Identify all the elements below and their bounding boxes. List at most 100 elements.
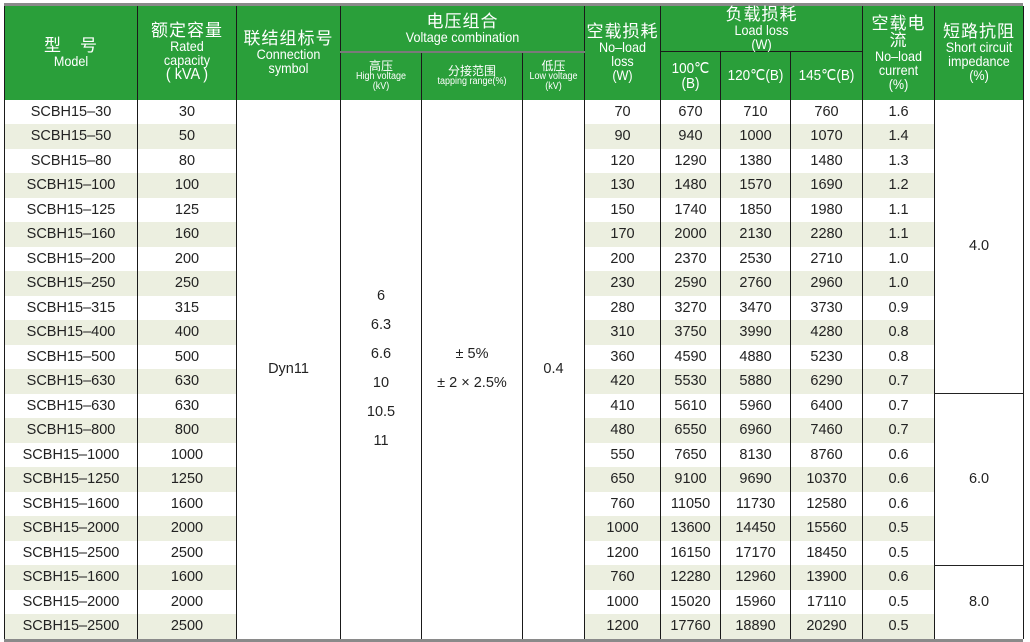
capacity-cell: 160 <box>137 222 237 247</box>
noload-loss-cell: 280 <box>584 295 662 320</box>
load-loss-100-cell: 670 <box>660 99 722 124</box>
noload-loss-cell: 550 <box>584 442 662 467</box>
load-loss-100-cell: 6550 <box>660 418 722 443</box>
table-row: SCBH15–2000 2000 1000 15020 15960 17110 0.5 <box>4 589 1024 614</box>
load-loss-120-cell: 17170 <box>720 540 792 565</box>
capacity-cell: 2000 <box>137 589 237 614</box>
load-loss-120-cell: 5880 <box>720 369 792 394</box>
header-noload-current: 空载电流 No–load current (%) <box>862 6 936 100</box>
capacity-cell: 315 <box>137 295 237 320</box>
load-loss-120-cell: 1850 <box>720 197 792 222</box>
model-cell: SCBH15–1250 <box>4 467 138 492</box>
load-loss-120-cell: 4880 <box>720 344 792 369</box>
load-loss-145-cell: 1980 <box>790 197 864 222</box>
noload-current-cell: 0.7 <box>862 393 936 418</box>
noload-loss-cell: 1200 <box>584 614 662 639</box>
impedance-cell: 8.0 <box>934 565 1025 639</box>
tap-cell: ± 5% ± 2 × 2.5% <box>421 99 523 639</box>
load-loss-100-cell: 2370 <box>660 246 722 271</box>
noload-current-cell: 0.7 <box>862 369 936 394</box>
capacity-cell: 630 <box>137 393 237 418</box>
load-loss-145-cell: 12580 <box>790 491 864 516</box>
load-loss-100-cell: 2590 <box>660 271 722 296</box>
spec-table: 型 号 Model 额定容量 Rated capacity( kVA ) 联结组标号 C… <box>4 6 1025 639</box>
table-row: SCBH15–400 400 310 3750 3990 4280 0.8 <box>4 320 1024 345</box>
bottom-rule <box>4 638 1023 642</box>
noload-current-cell: 1.6 <box>862 99 936 124</box>
header-hv: 高压 High voltage (kV) <box>340 50 422 100</box>
table-row: SCBH15–800 800 480 6550 6960 7460 0.7 <box>4 418 1024 443</box>
noload-loss-cell: 150 <box>584 197 662 222</box>
load-loss-120-cell: 2760 <box>720 271 792 296</box>
capacity-cell: 1250 <box>137 467 237 492</box>
model-cell: SCBH15–1600 <box>4 565 138 590</box>
noload-current-cell: 1.0 <box>862 271 936 296</box>
load-loss-145-cell: 15560 <box>790 516 864 541</box>
table-row: SCBH15–2000 2000 1000 13600 14450 15560 0.5 <box>4 516 1024 541</box>
load-loss-100-cell: 13600 <box>660 516 722 541</box>
capacity-cell: 1000 <box>137 442 237 467</box>
model-cell: SCBH15–630 <box>4 393 138 418</box>
hv-value: 10 <box>372 375 390 391</box>
load-loss-100-cell: 16150 <box>660 540 722 565</box>
capacity-cell: 30 <box>137 99 237 124</box>
header-load-loss: 负载损耗 Load loss (W) <box>660 6 864 52</box>
noload-loss-cell: 760 <box>584 565 662 590</box>
load-loss-145-cell: 1480 <box>790 148 864 173</box>
header-lv: 低压 Low voltage (kV) <box>521 50 586 100</box>
load-loss-100-cell: 7650 <box>660 442 722 467</box>
load-loss-100-cell: 2000 <box>660 222 722 247</box>
table-row: SCBH15–2500 2500 1200 17760 18890 20290 0.5 <box>4 614 1024 639</box>
load-loss-100-cell: 3750 <box>660 320 722 345</box>
noload-loss-cell: 310 <box>584 320 662 345</box>
load-loss-145-cell: 2960 <box>790 271 864 296</box>
noload-loss-cell: 480 <box>584 418 662 443</box>
noload-loss-cell: 650 <box>584 467 662 492</box>
model-cell: SCBH15–400 <box>4 320 138 345</box>
top-rule <box>4 3 1023 6</box>
load-loss-145-cell: 10370 <box>790 467 864 492</box>
noload-loss-cell: 1200 <box>584 540 662 565</box>
model-cell: SCBH15–200 <box>4 246 138 271</box>
noload-current-cell: 0.8 <box>862 320 936 345</box>
noload-loss-cell: 200 <box>584 246 662 271</box>
header-voltage: 电压组合 Voltage combination <box>339 6 586 52</box>
capacity-cell: 200 <box>137 246 237 271</box>
model-cell: SCBH15–1600 <box>4 491 138 516</box>
capacity-cell: 125 <box>137 197 237 222</box>
load-loss-145-cell: 2280 <box>790 222 864 247</box>
header-impedance: 短路抗阻 Short circuit impedance (%) <box>934 6 1025 100</box>
capacity-cell: 2500 <box>137 614 237 639</box>
load-loss-145-cell: 18450 <box>790 540 864 565</box>
spec-table-container: 型 号 Model 额定容量 Rated capacity( kVA ) 联结组标号 C… <box>4 3 1025 642</box>
model-cell: SCBH15–2500 <box>4 540 138 565</box>
table-row: SCBH15–125 125 150 1740 1850 1980 1.1 <box>4 197 1024 222</box>
model-cell: SCBH15–30 <box>4 99 138 124</box>
table-row: SCBH15–50 50 90 940 1000 1070 1.4 <box>4 124 1024 149</box>
load-loss-120-cell: 1570 <box>720 173 792 198</box>
model-cell: SCBH15–1000 <box>4 442 138 467</box>
table-row: SCBH15–630 630 420 5530 5880 6290 0.7 <box>4 369 1024 394</box>
load-loss-120-cell: 14450 <box>720 516 792 541</box>
capacity-cell: 50 <box>137 124 237 149</box>
noload-current-cell: 0.5 <box>862 614 936 639</box>
noload-loss-cell: 360 <box>584 344 662 369</box>
capacity-cell: 2500 <box>137 540 237 565</box>
table-row: SCBH15–315 315 280 3270 3470 3730 0.9 <box>4 295 1024 320</box>
load-loss-145-cell: 5230 <box>790 344 864 369</box>
capacity-cell: 250 <box>137 271 237 296</box>
noload-loss-cell: 120 <box>584 148 662 173</box>
noload-loss-cell: 420 <box>584 369 662 394</box>
model-cell: SCBH15–315 <box>4 295 138 320</box>
header-capacity: 额定容量 Rated capacity( kVA ) <box>137 6 237 100</box>
noload-current-cell: 0.6 <box>862 565 936 590</box>
load-loss-145-cell: 760 <box>790 99 864 124</box>
load-loss-100-cell: 3270 <box>660 295 722 320</box>
load-loss-145-cell: 7460 <box>790 418 864 443</box>
noload-current-cell: 0.5 <box>862 516 936 541</box>
table-row: SCBH15–160 160 170 2000 2130 2280 1.1 <box>4 222 1024 247</box>
noload-loss-cell: 230 <box>584 271 662 296</box>
noload-current-cell: 0.7 <box>862 418 936 443</box>
load-loss-145-cell: 8760 <box>790 442 864 467</box>
noload-loss-cell: 70 <box>584 99 662 124</box>
